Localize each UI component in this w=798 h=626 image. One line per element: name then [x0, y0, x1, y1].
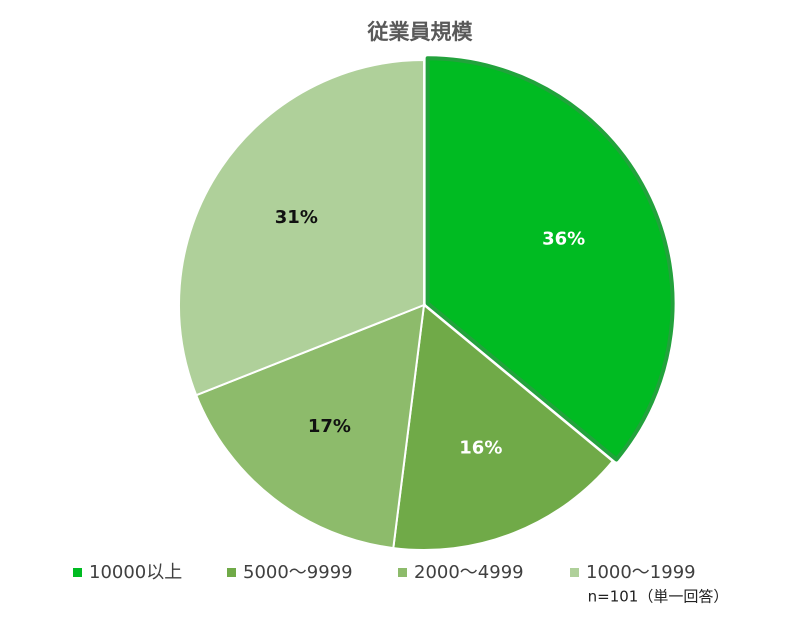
pie-slice	[392, 304, 614, 551]
pie-slice	[425, 56, 675, 462]
legend-swatch	[570, 568, 579, 577]
legend-swatch	[398, 568, 407, 577]
legend-label: 10000以上	[89, 562, 182, 583]
data-label: 36%	[542, 228, 585, 249]
legend-label: 5000～9999	[243, 562, 353, 583]
chart-title: 従業員規模	[367, 20, 474, 44]
annotation: n=101（単一回答）	[588, 588, 729, 606]
pie-slice	[195, 304, 425, 550]
data-label: 31%	[275, 207, 318, 228]
legend-swatch	[73, 568, 82, 577]
data-label: 16%	[459, 438, 502, 459]
legend-swatch	[227, 568, 236, 577]
data-label: 17%	[308, 416, 351, 437]
pie-slice	[178, 59, 425, 397]
legend-label: 1000～1999	[586, 562, 696, 583]
legend-label: 2000～4999	[414, 562, 524, 583]
